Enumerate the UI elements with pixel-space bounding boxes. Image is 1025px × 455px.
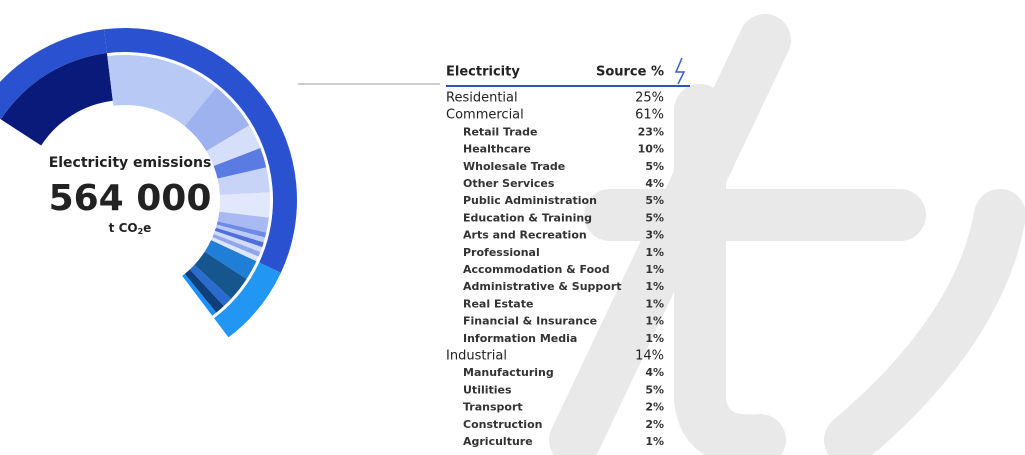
subsector-value: 1% [645,246,664,259]
sector-value: 14% [635,349,664,364]
unit-sub: 2 [138,227,144,236]
unit-end: e [143,221,151,235]
subsector-name: Wholesale Trade [463,160,565,173]
subsector-arc [213,148,267,179]
subsector-value: 23% [638,125,664,138]
subsector-arc [215,224,266,243]
subsector-value: 4% [645,366,664,379]
subsector-name: Administrative & Support [463,280,622,293]
subsector-name: Public Administration [463,194,597,207]
subsector-name: Construction [463,418,542,431]
subsector-arc [214,227,264,248]
subsector-arc [182,273,217,316]
subsector-name: Professional [463,246,540,259]
subsector-name: Other Services [463,177,555,190]
subsector-name: Education & Training [463,211,592,224]
sector-inner-arc [0,53,113,146]
subsector-name: Healthcare [463,143,531,156]
subsector-name: Arts and Recreation [463,229,587,242]
subsector-value: 1% [645,280,664,293]
subsector-value: 1% [645,315,664,328]
sector-arc [214,262,281,338]
center-value: 564 000 [49,178,212,219]
lightning-icon[interactable] [674,57,686,85]
subsector-arc [184,87,250,152]
subsector-arc [213,230,263,252]
subsector-name: Accommodation & Food [463,263,610,276]
sector-arc [104,28,298,273]
subsector-value: 5% [645,211,664,224]
table: Residential 25% Commercial 61% Retail Trade 2… [446,91,664,449]
subsector-value: 5% [645,194,664,207]
subsector-value: 1% [645,332,664,345]
watermark-stroke [674,84,786,455]
sector-name: Commercial [446,108,524,123]
unit: t CO [109,221,138,235]
subsector-arc [184,269,224,313]
subsector-arc [206,125,261,166]
sector-arc [0,29,107,120]
subsector-name: Retail Trade [463,125,537,138]
subsector-value: 1% [645,297,664,310]
subsector-name: Information Media [463,332,577,345]
watermark-stroke [824,189,1025,455]
subsector-arc [217,167,270,196]
subsector-arc [189,264,232,307]
sector-value: 25% [635,91,664,106]
subsector-arc [107,55,217,127]
subsector-value: 2% [645,418,664,431]
subsector-arc [212,234,261,257]
subsector-value: 2% [645,401,664,414]
subsector-value: 10% [638,143,664,156]
subsector-value: 5% [645,160,664,173]
sunburst [0,28,298,338]
subsector-name: Real Estate [463,297,533,310]
watermark [549,14,1025,455]
subsector-value: 3% [645,229,664,242]
subsector-name: Agriculture [463,435,533,448]
subsector-name: Transport [463,401,523,414]
subsector-arc [217,211,269,233]
table-header: Electricity [446,65,520,80]
subsector-arc [216,221,267,238]
subsector-arc [194,251,247,299]
sector-name: Industrial [446,349,507,364]
subsector-name: Manufacturing [463,366,554,379]
subsector-value: 1% [645,435,664,448]
subsector-name: Utilities [463,383,512,396]
subsector-value: 1% [645,263,664,276]
subsector-arc [204,240,257,279]
sector-value: 61% [635,108,664,123]
subsector-arc [211,237,259,262]
subsector-value: 5% [645,383,664,396]
sector-name: Residential [446,91,518,106]
subsector-value: 4% [645,177,664,190]
subsector-arc [219,192,270,218]
table-header: Source % [596,65,664,80]
center-label: Electricity emissions [49,155,212,171]
subsector-name: Financial & Insurance [463,315,597,328]
center-unit: t CO2e [109,221,152,236]
